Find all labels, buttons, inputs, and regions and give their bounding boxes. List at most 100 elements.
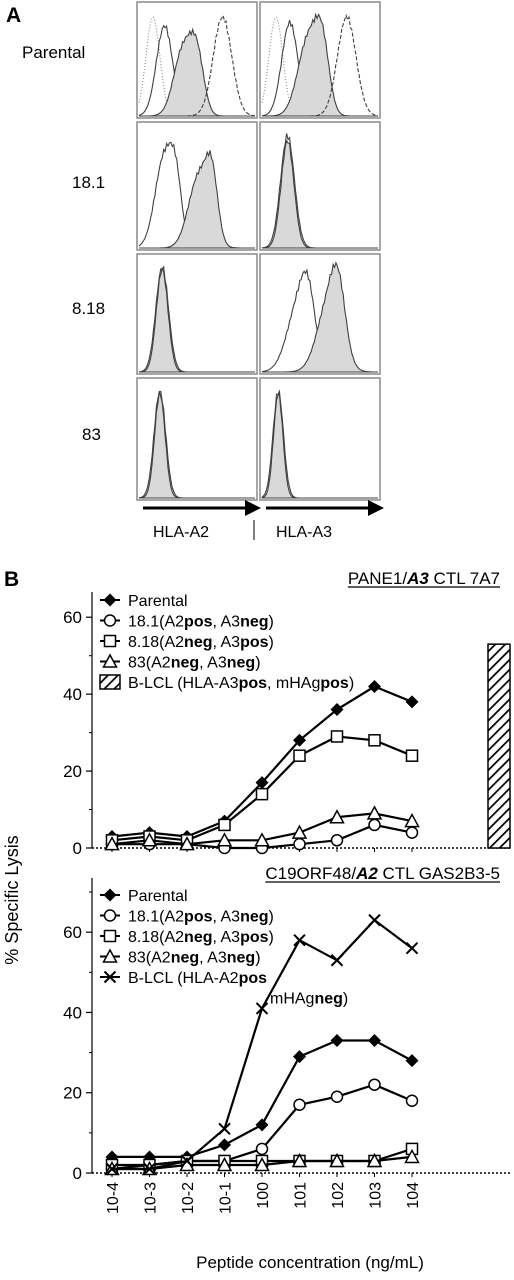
- legend-label-part: neg: [240, 614, 268, 631]
- legend-label-part: B-LCL (HLA-A2: [128, 970, 239, 987]
- histogram-filled: [139, 27, 255, 117]
- legend-label-part: ): [255, 655, 260, 672]
- marker-triangle: [291, 1152, 308, 1168]
- marker-square: [330, 730, 344, 743]
- legend-label-part: ): [269, 634, 274, 651]
- marker-x-stroke: [180, 1154, 194, 1168]
- column-label: HLA-A2: [153, 524, 209, 541]
- legend-label-part: , A3: [199, 950, 227, 967]
- marker-diamond: [330, 1034, 344, 1048]
- chart-title-part: PANE1/: [348, 569, 407, 588]
- row-label: 83: [82, 425, 101, 444]
- chart-title-part: A3: [406, 569, 429, 588]
- marker-triangle: [404, 1148, 420, 1164]
- legend-label-part: Parental: [128, 593, 188, 610]
- marker-diamond: [405, 695, 419, 709]
- marker-diamond: [103, 888, 117, 902]
- axis-arrow: [266, 500, 384, 516]
- chart-title-part: C19ORF48/: [265, 864, 356, 883]
- arrow-head: [368, 500, 384, 516]
- y-tick-label: 60: [63, 923, 82, 942]
- histogram-filled: [139, 150, 255, 249]
- legend-label-part: neg: [184, 634, 212, 651]
- x-tick-label: 10-4: [105, 1182, 122, 1214]
- x-tick-label: 10-2: [180, 1182, 197, 1214]
- histogram-filled: [261, 392, 378, 499]
- marker-triangle: [329, 1152, 345, 1168]
- legend-label-part: 18.1(A2: [128, 614, 184, 631]
- legend-item: 18.1(A2pos, A3neg): [100, 909, 274, 926]
- legend-label: 18.1(A2pos, A3neg): [128, 909, 274, 926]
- histogram-filled: [138, 391, 255, 499]
- legend-label-part: 8.18(A2: [128, 929, 184, 946]
- marker-x-stroke: [218, 1122, 231, 1136]
- arrow-head: [245, 500, 261, 516]
- marker-x: [405, 942, 419, 955]
- histogram-filled: [261, 139, 378, 249]
- marker-circle: [103, 614, 117, 627]
- legend-label-part: neg: [184, 929, 212, 946]
- legend-label-part: pos: [184, 614, 213, 631]
- legend-label-part: , A3: [199, 655, 227, 672]
- marker-triangle: [102, 948, 118, 963]
- legend-label-part: ): [349, 675, 354, 692]
- marker-triangle: [102, 653, 118, 668]
- row-label: 8.18: [72, 299, 105, 318]
- marker-square: [405, 749, 419, 762]
- legend-label: mHAgneg): [270, 991, 348, 1008]
- legend-item: 8.18(A2neg, A3pos): [100, 929, 274, 946]
- y-tick-label: 20: [63, 762, 82, 781]
- y-tick-label: 60: [63, 608, 82, 627]
- marker-circle: [293, 837, 306, 851]
- column-label: HLA-A3: [276, 524, 332, 541]
- panel-b-lysis-charts: B % Specific Lysis Peptide concentration…: [2, 568, 512, 1272]
- histogram-cell: [259, 253, 381, 375]
- marker-x: [180, 1154, 194, 1168]
- legend-label-part: , A3: [213, 614, 241, 631]
- legend-label-part: mHAg: [270, 991, 314, 1008]
- marker-x: [293, 933, 306, 947]
- marker-circle: [368, 818, 381, 832]
- marker-triangle: [104, 836, 120, 851]
- x-tick-labels: 10-4 10-3 10-2 10-1 100 101 102 103 104: [105, 1182, 422, 1214]
- legend-label: B-LCL (HLA-A3pos, mHAgpos): [128, 675, 354, 692]
- chart-title-part: CTL 7A7: [429, 569, 500, 588]
- marker-circle: [103, 909, 117, 922]
- histogram-cell: [136, 377, 258, 501]
- marker-x-stroke: [368, 913, 381, 927]
- marker-x-stroke: [293, 933, 306, 947]
- marker-triangle: [254, 832, 270, 847]
- marker-triangle: [291, 824, 308, 839]
- x-tick-label: 102: [330, 1182, 347, 1209]
- marker-triangle: [254, 1156, 270, 1172]
- legend-label-part: neg: [314, 991, 342, 1008]
- y-tick-label: 20: [63, 1084, 82, 1103]
- legend-item: 18.1(A2pos, A3neg): [100, 614, 274, 631]
- marker-x: [218, 1122, 231, 1136]
- legend-label: Parental: [128, 593, 188, 610]
- marker-triangle: [216, 1156, 233, 1172]
- legend-label-part: neg: [227, 950, 255, 967]
- x-tick-label: 104: [405, 1182, 422, 1209]
- x-axis-label: Peptide concentration (ng/mL): [196, 1253, 424, 1272]
- x-tick-label: 103: [368, 1182, 385, 1209]
- marker-x: [368, 913, 381, 927]
- marker-diamond: [293, 733, 306, 747]
- legend-item: Parental: [100, 888, 188, 905]
- marker-x: [105, 1162, 119, 1176]
- legend-label-part: neg: [227, 655, 255, 672]
- histogram-cell: [259, 1, 381, 119]
- legend-label: 8.18(A2neg, A3pos): [128, 929, 274, 946]
- legend-label-part: 83(A2: [128, 950, 171, 967]
- chart-top: PANE1/A3 CTL 7A70204060Parental18.1(A2po…: [63, 569, 512, 858]
- y-tick-label: 40: [63, 685, 82, 704]
- legend-label: 8.18(A2neg, A3pos): [128, 634, 274, 651]
- x-tick-label: 100: [255, 1182, 272, 1209]
- marker-diamond: [368, 679, 381, 693]
- histogram-cell: [259, 377, 381, 501]
- x-tick-label: 10-3: [143, 1182, 160, 1214]
- legend-label-part: 83(A2: [128, 655, 171, 672]
- marker-x: [255, 1002, 269, 1015]
- marker-square: [255, 787, 269, 801]
- histogram-cell: [259, 121, 381, 251]
